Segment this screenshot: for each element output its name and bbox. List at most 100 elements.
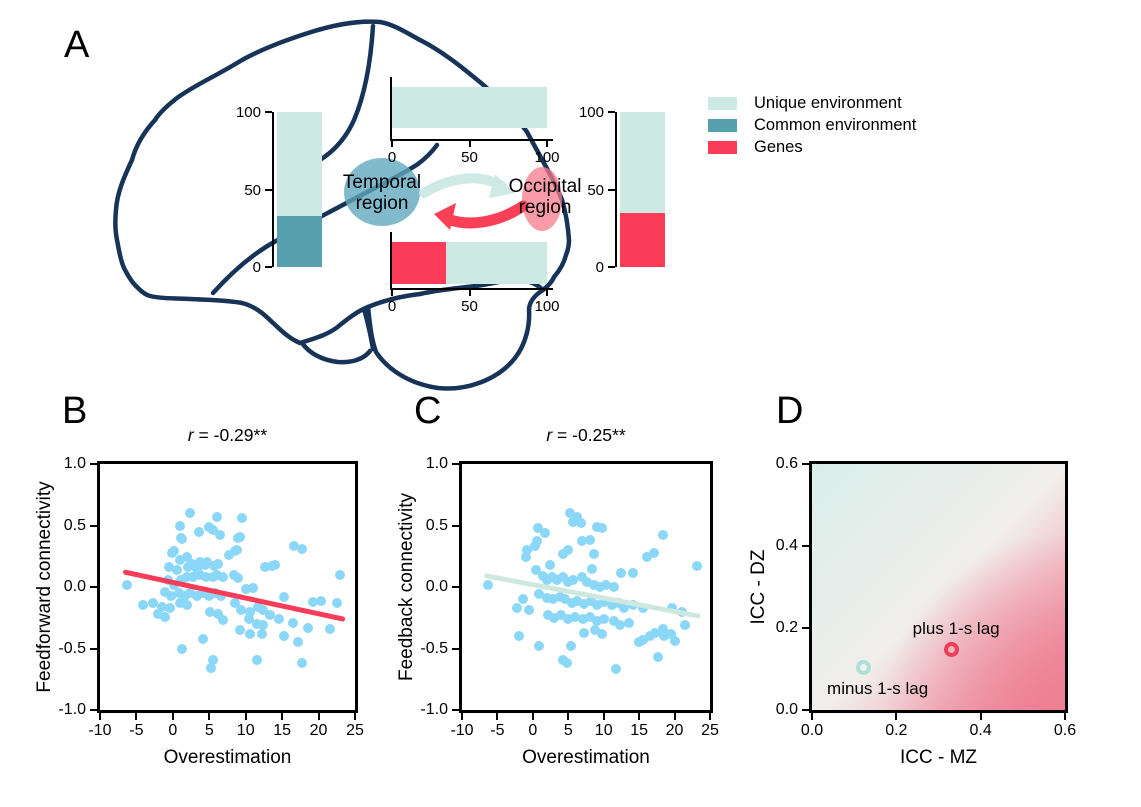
y-tick-label: 1.0: [425, 455, 448, 472]
panel-label-a: A: [64, 24, 90, 66]
scatter-point: [152, 609, 163, 620]
r-value: = -0.29**: [193, 425, 268, 445]
scatter-point: [156, 601, 167, 612]
y-axis-tick: [90, 524, 97, 527]
scatter-point: [258, 605, 269, 616]
variance-legend: Unique environment Common environment Ge…: [708, 92, 916, 158]
scatter-point: [585, 535, 596, 546]
feedforward-scatter-plot: -10 -5 0 5 10 15 20 25 1.0 0.5 0.0 -0.5 -1.0: [58, 455, 363, 739]
scatter-point: [177, 534, 188, 545]
x-tick-label: -10: [88, 722, 112, 739]
y-axis-tick: [452, 709, 459, 711]
scatter-point: [588, 548, 599, 559]
scatter-point: [554, 591, 565, 602]
bar-axis-tick: [608, 111, 615, 113]
x-axis-tick: [461, 713, 463, 720]
bar-axis-tick: [265, 266, 272, 268]
scatter-point: [566, 641, 577, 652]
x-tick-label: 15: [630, 722, 649, 739]
scatter-point: [229, 597, 240, 608]
icc-point-label: plus 1-s lag: [912, 618, 1000, 638]
scatter-point: [563, 545, 574, 556]
bar-axis-tick: [265, 188, 272, 191]
scatter-point: [557, 572, 568, 583]
scatter-point: [586, 563, 597, 574]
y-axis-tick: [90, 586, 97, 588]
unique-environment-swatch: [708, 96, 737, 110]
scatter-point: [628, 568, 639, 579]
scatter-point: [197, 633, 208, 644]
scatter-point: [600, 579, 611, 590]
scatter-point: [185, 508, 196, 519]
r-symbol: r: [546, 425, 553, 445]
scatter-point: [169, 546, 180, 557]
scatter-point: [634, 637, 645, 648]
scatter-point: [578, 599, 589, 610]
x-axis-tick: [895, 713, 898, 720]
scatter-point: [522, 545, 533, 556]
icc-mz-axis-label: ICC - MZ: [899, 747, 978, 768]
scatter-point: [269, 559, 280, 570]
x-tick-label: 0.4: [969, 722, 992, 739]
scatter-point: [331, 597, 342, 608]
genes-swatch: [708, 140, 737, 154]
y-tick-label: -1.0: [420, 701, 448, 718]
scatter-point: [175, 574, 186, 585]
scatter-point: [194, 526, 205, 537]
scatter-point: [653, 652, 664, 663]
bar-axis-tick: [608, 266, 615, 268]
scatter-point: [585, 595, 596, 606]
correlation-title-b: r = -0.29**: [97, 425, 358, 446]
icc-point-label: minus 1-s lag: [827, 678, 929, 698]
occipital-variance-bar: 0 50 100: [579, 104, 665, 276]
occipital-region-label: Occipital region: [508, 176, 582, 218]
y-axis-tick: [90, 709, 97, 711]
y-tick-label: 0.5: [63, 516, 86, 534]
scatter-point: [197, 588, 208, 599]
x-tick-label: -5: [129, 722, 144, 739]
scatter-point: [164, 602, 175, 613]
panel-label-c: C: [414, 390, 442, 432]
bar-segment: [277, 215, 322, 267]
scatter-point: [568, 574, 579, 585]
icc-gradient-plot: plus 1-s lag minus 1-s lag 0.0 0.2 0.4 0.6 0.0…: [776, 455, 1076, 739]
scatter-point: [542, 610, 553, 621]
r-value: = -0.25**: [552, 425, 626, 445]
x-axis-tick: [709, 713, 711, 720]
scatter-point: [244, 613, 255, 624]
scatter-point: [584, 611, 595, 622]
x-tick-label: 0.6: [1053, 722, 1077, 739]
scatter-point: [551, 574, 562, 585]
y-tick-label: 1.0: [63, 455, 86, 472]
x-axis-tick: [1064, 713, 1066, 720]
scatter-point: [556, 610, 567, 621]
bar-segment: [620, 112, 665, 213]
x-tick-label: 5: [563, 722, 573, 739]
brainstem-lines: [299, 306, 376, 365]
scatter-point: [288, 617, 299, 628]
scatter-point: [670, 636, 681, 647]
scatter-point: [592, 600, 603, 611]
scatter-point: [608, 616, 619, 627]
bar-axis-tick: [391, 288, 393, 296]
scatter-point: [562, 613, 573, 624]
scatter-point: [599, 596, 610, 607]
scatter-point: [534, 641, 545, 652]
scatter-point: [164, 562, 175, 573]
scatter-point: [531, 564, 542, 575]
bar-axis-tick: [546, 288, 548, 296]
scatter-point: [529, 541, 540, 552]
scatter-point: [596, 628, 607, 639]
bar-axis-line: [390, 139, 553, 141]
x-axis-tick: [354, 713, 356, 720]
x-axis-tick: [673, 713, 676, 720]
legend-item-unique-environment: Unique environment: [708, 92, 916, 114]
scatter-point: [159, 586, 170, 597]
y-axis-tick: [452, 647, 459, 650]
scatter-point: [182, 572, 193, 583]
legend-label: Unique environment: [754, 93, 902, 112]
panel-label-b: B: [62, 390, 88, 432]
central-sulcus-line: [317, 23, 376, 163]
scatter-point: [213, 558, 224, 569]
bar-axis-line: [390, 288, 553, 290]
